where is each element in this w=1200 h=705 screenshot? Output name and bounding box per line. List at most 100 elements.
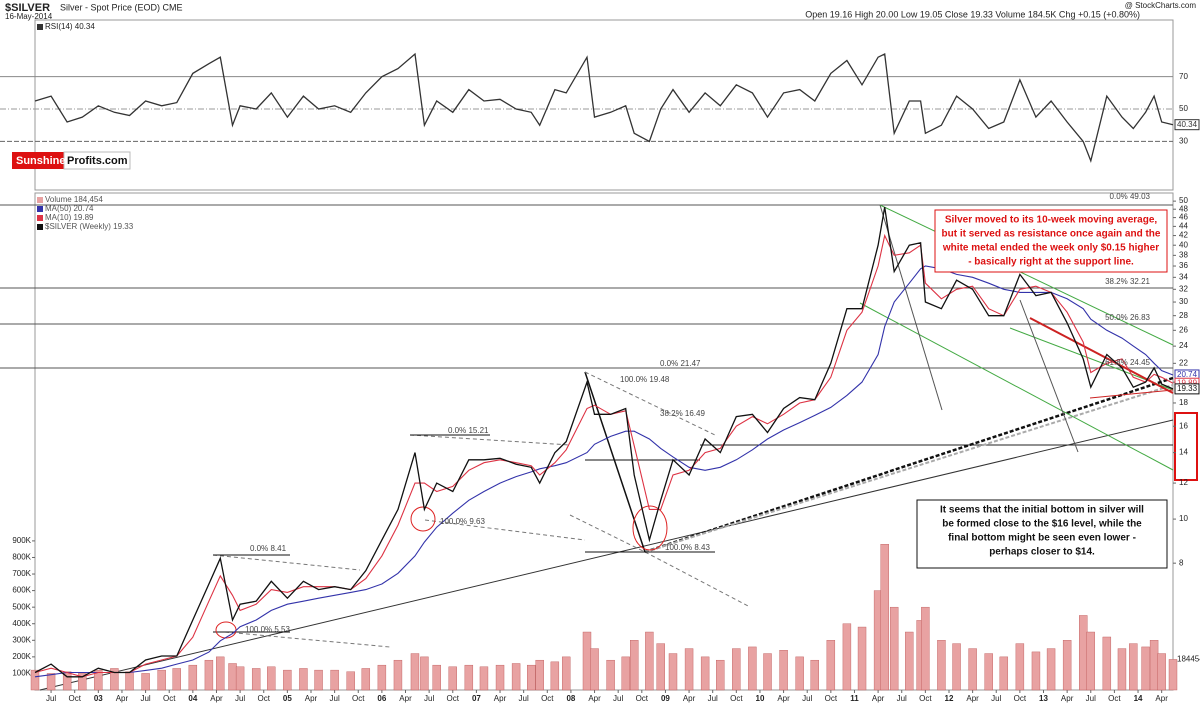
volume-bar [1086,631,1095,691]
legend-label: RSI(14) 40.34 [45,22,95,31]
volume-bar [921,606,930,691]
volume-bar [716,659,725,691]
legend-swatch [37,206,43,212]
x-tick-label: Oct [636,694,649,703]
y2-tick-label: 500K [12,602,31,611]
x-tick-label: 13 [1039,694,1048,703]
last-value-box [1174,383,1200,395]
volume-bar [763,653,772,691]
x-tick-label: Jul [991,694,1001,703]
trend-line [644,376,1174,554]
volume-bar [346,671,355,691]
analysis-lines [0,204,1198,691]
last-value-label: 20.74 [1177,370,1198,379]
y-tick-label: 16 [1179,421,1188,430]
volume-bar [656,643,665,691]
x-tick-label: Apr [777,694,790,703]
volume-bar [94,669,103,691]
volume-bar [1046,648,1056,691]
x-tick-label: Apr [494,694,507,703]
volume-bar [1149,640,1159,691]
annotation-text: white metal ended the week only $0.15 hi… [942,243,1159,254]
y-tick-label: 22 [1179,358,1188,367]
annotation-box [916,499,1168,569]
y2-tick-label: 800K [12,553,31,562]
volume-bar [590,648,599,691]
x-tick-label: Apr [116,694,129,703]
volume-bar [668,653,678,691]
resistance-trend [1029,317,1174,394]
volume-bar [621,656,630,691]
x-tick-label: Oct [1108,694,1121,703]
volume-bar [46,673,56,691]
last-value-box [1174,119,1200,131]
channel-line [879,204,1174,346]
volume-bar [937,640,946,691]
volume-bar [684,648,694,691]
y-tick-label: 32 [1179,284,1188,293]
y2-tick-label: 700K [12,569,31,578]
volume-bar [645,631,654,691]
volume-bar [251,668,261,691]
volume-bar [377,664,387,691]
x-tick-label: Apr [588,694,601,703]
volume-bar [535,659,544,691]
quote: Open 19.16 High 20.00 Low 19.05 Close 19… [805,9,1140,19]
y2-tick-label: 600K [12,586,31,595]
x-tick-label: 04 [188,694,197,703]
volume-bar [550,661,560,691]
volume-bar [110,668,119,691]
x-tick-label: Apr [210,694,223,703]
legend-label: MA(50) 20.74 [45,204,94,213]
x-tick-label: Apr [683,694,696,703]
highlight-circle [410,506,436,532]
x-tick-label: Jul [802,694,812,703]
volume-bar [826,640,836,691]
volume-bar [857,626,867,691]
x-tick-label: Jul [708,694,718,703]
fib-label: 100.0% 19.48 [620,375,670,384]
y-tick-label: 8 [1179,558,1184,567]
x-tick-label: 05 [283,694,292,703]
volume-bar [283,669,292,691]
fib-fan [584,371,716,436]
volume-bar [1157,653,1166,691]
volume-bar [78,673,87,691]
x-tick-label: Jul [897,694,907,703]
chart-subtitle: Silver - Spot Price (EOD) CME [60,2,183,12]
trend-line [644,384,1174,553]
y-tick-label: 12 [1179,478,1188,487]
fib-label: 0.0% 21.47 [660,359,701,368]
volume-bar [952,643,961,691]
volume-bar [479,666,489,691]
volume-bar [1079,615,1088,691]
y-tick-label: 10 [1179,514,1188,523]
x-tick-label: Oct [541,694,554,703]
y-tick-label: 50 [1179,104,1188,113]
x-tick-label: Oct [163,694,176,703]
x-tick-label: 10 [756,694,765,703]
x-tick-label: Oct [447,694,460,703]
volume-bar [125,671,134,691]
volume-bar [748,646,757,691]
volume-bar [561,656,571,691]
x-tick-label: Apr [399,694,412,703]
volume-bar [968,648,977,691]
channel-line [859,302,1174,471]
x-tick-label: Oct [352,694,365,703]
fib-fan [424,519,586,541]
volume-bar [527,664,536,691]
x-tick-label: 12 [945,694,954,703]
y-tick-label: 70 [1179,72,1188,81]
volume-bar [157,669,166,691]
logo-text: Sunshine [16,155,66,167]
volume-bar [511,663,521,691]
volume-bar [810,659,819,691]
target-box [1174,412,1198,481]
price-panel [34,192,1174,691]
volume-bar [495,664,505,691]
x-tick-label: Apr [305,694,318,703]
y-tick-label: 14 [1179,448,1188,457]
y-tick-label: 18 [1179,398,1188,407]
